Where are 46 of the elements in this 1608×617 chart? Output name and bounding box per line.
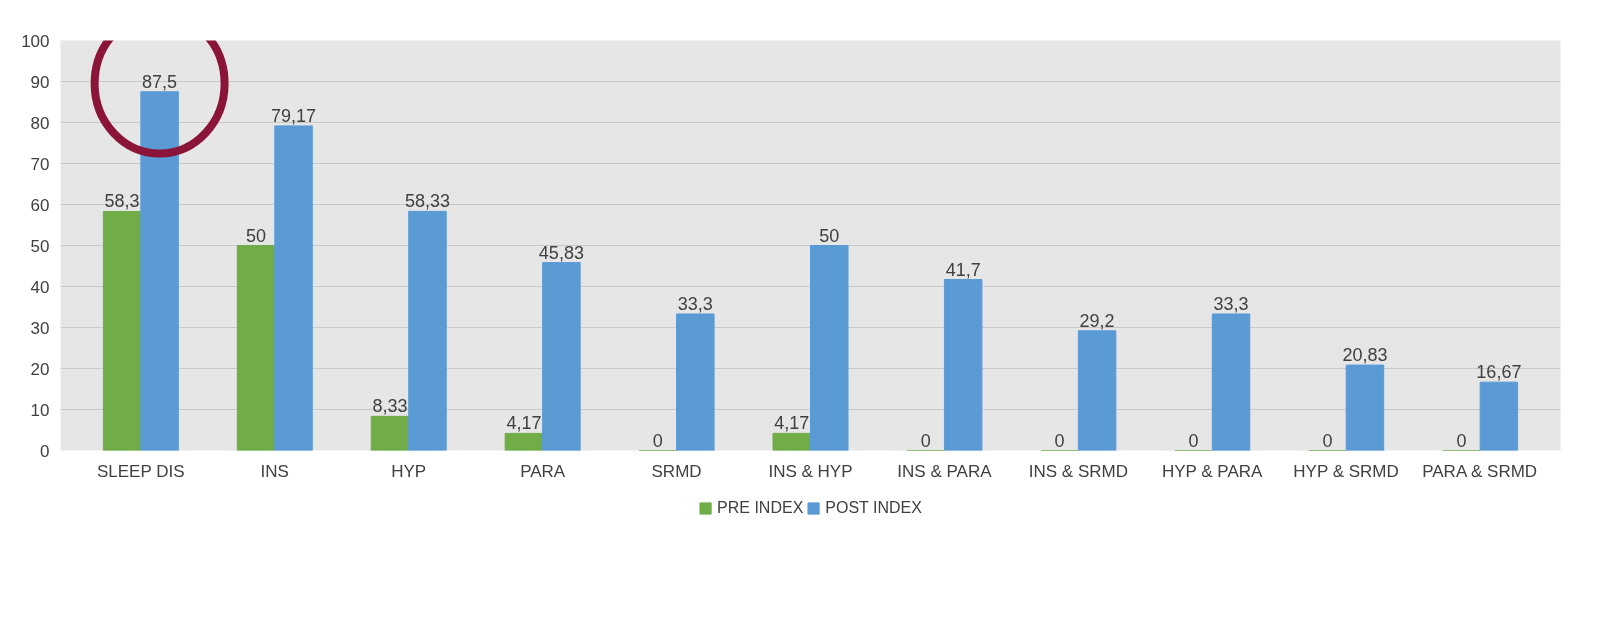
y-tick-label: 90 xyxy=(30,72,50,92)
x-tick-label: PARA xyxy=(520,461,566,481)
data-label: 16,67 xyxy=(1476,362,1522,383)
data-label: 50 xyxy=(819,225,840,246)
data-label: 45,83 xyxy=(538,242,584,263)
y-tick-label: 80 xyxy=(30,113,50,133)
y-tick-label: 70 xyxy=(30,154,50,174)
x-tick-label: HYP & PARA xyxy=(1161,461,1264,481)
x-tick-label: PARA & SRMD xyxy=(1422,461,1538,481)
y-tick-label: 60 xyxy=(30,195,50,215)
data-label: 29,2 xyxy=(1079,310,1115,331)
y-tick-label: 50 xyxy=(30,236,50,256)
x-tick-label: INS & PARA xyxy=(897,461,993,481)
data-label: 20,83 xyxy=(1342,345,1388,366)
y-tick-label: 100 xyxy=(21,31,50,51)
data-label: 4,17 xyxy=(774,413,810,434)
x-tick-label: SRMD xyxy=(651,461,702,481)
data-label: 33,3 xyxy=(1213,293,1249,314)
x-tick-label: INS & SRMD xyxy=(1028,461,1128,481)
data-label: 33,3 xyxy=(677,293,713,314)
data-label: 8,33 xyxy=(372,396,408,417)
y-tick-label: 0 xyxy=(40,441,50,461)
data-label: 4,17 xyxy=(506,413,542,434)
data-label: 0 xyxy=(1054,430,1065,451)
y-tick-label: 40 xyxy=(30,277,50,297)
y-tick-label: 20 xyxy=(30,359,50,379)
legend-label: PRE INDEX xyxy=(717,499,804,517)
x-tick-label: INS xyxy=(260,461,289,481)
x-tick-label: INS & HYP xyxy=(768,461,853,481)
legend-label: POST INDEX xyxy=(825,499,922,517)
data-label: 58,3 xyxy=(104,191,140,212)
data-label: 0 xyxy=(1322,430,1333,451)
x-tick-label: HYP xyxy=(391,461,427,481)
data-label: 87,5 xyxy=(142,71,178,92)
data-label: 50 xyxy=(246,225,267,246)
y-tick-label: 30 xyxy=(30,318,50,338)
data-label: 79,17 xyxy=(271,105,317,126)
y-tick-label: 10 xyxy=(30,400,50,420)
data-label: 0 xyxy=(652,430,663,451)
data-label: 0 xyxy=(1456,430,1467,451)
data-label: 0 xyxy=(1188,430,1199,451)
x-tick-label: HYP & SRMD xyxy=(1293,461,1399,481)
x-tick-label: SLEEP DIS xyxy=(96,461,185,481)
data-label: 0 xyxy=(920,430,931,451)
data-label: 58,33 xyxy=(404,191,450,212)
data-label: 41,7 xyxy=(945,259,981,280)
